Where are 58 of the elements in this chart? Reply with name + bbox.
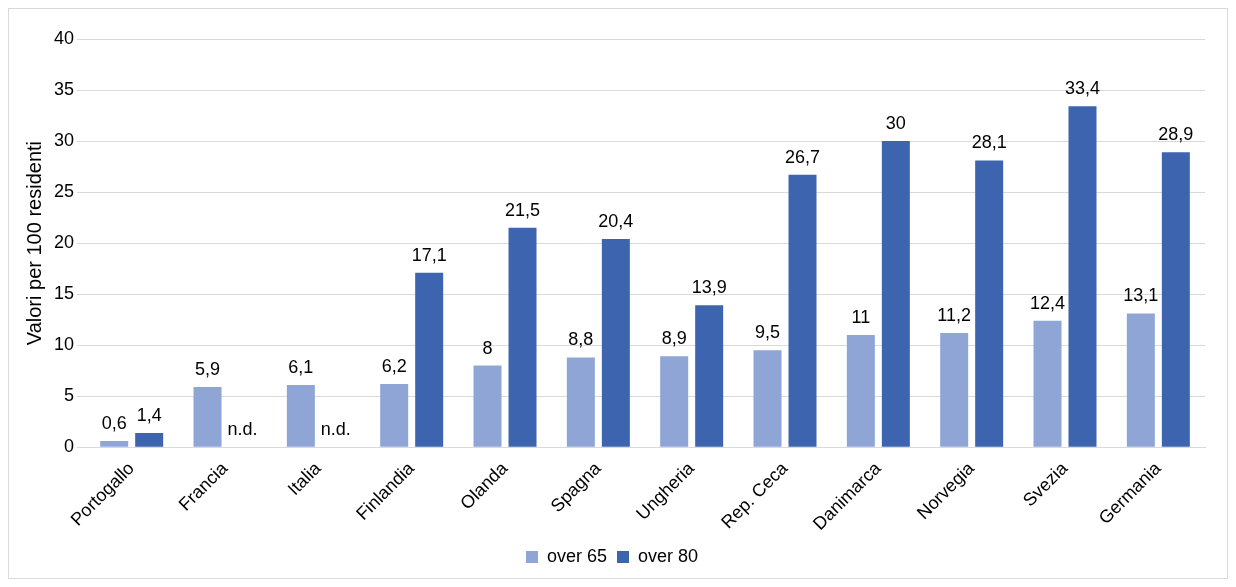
y-tick-label: 30 bbox=[53, 130, 75, 151]
bar bbox=[100, 441, 129, 447]
data-label: 11,2 bbox=[937, 304, 972, 325]
bar bbox=[846, 334, 875, 447]
data-label: 0,6 bbox=[101, 413, 127, 434]
bar bbox=[660, 356, 689, 447]
bar bbox=[601, 239, 630, 447]
text: n.d. bbox=[227, 419, 258, 440]
y-tick-label: 35 bbox=[53, 78, 75, 99]
data-label: 28,1 bbox=[971, 132, 1007, 153]
y-tick-label: 20 bbox=[53, 232, 75, 253]
data-label: 28,9 bbox=[1158, 124, 1194, 145]
bar bbox=[1126, 313, 1155, 447]
text: n.d. bbox=[320, 419, 351, 440]
y-tick-label: 10 bbox=[53, 334, 75, 355]
data-label: 17,1 bbox=[411, 244, 447, 265]
bar bbox=[881, 141, 910, 447]
y-tick-label: 15 bbox=[53, 283, 75, 304]
data-label: 8,9 bbox=[661, 328, 687, 349]
legend-label: over 80 bbox=[638, 545, 699, 566]
data-label: 11 bbox=[851, 306, 871, 327]
bar bbox=[380, 383, 409, 447]
bar bbox=[753, 350, 782, 447]
data-label: 20,4 bbox=[598, 210, 634, 231]
data-label: 13,1 bbox=[1123, 285, 1159, 306]
bar bbox=[566, 357, 595, 447]
bar bbox=[788, 174, 817, 447]
y-tick-label: 0 bbox=[64, 436, 75, 457]
bar bbox=[135, 432, 164, 447]
bar bbox=[1161, 152, 1190, 447]
y-tick-label: 25 bbox=[53, 181, 75, 202]
data-label: 5,9 bbox=[195, 358, 221, 379]
bar bbox=[508, 227, 537, 447]
bar bbox=[975, 160, 1004, 447]
bar bbox=[940, 332, 969, 447]
data-label: 6,1 bbox=[288, 356, 314, 377]
data-label: 21,5 bbox=[504, 199, 541, 220]
data-label: 9,5 bbox=[754, 322, 781, 343]
y-axis-title: Valori per 100 residenti bbox=[22, 140, 45, 346]
bar bbox=[695, 305, 724, 447]
bar bbox=[193, 386, 222, 447]
data-label: 33,4 bbox=[1064, 78, 1101, 99]
data-label: 30 bbox=[885, 113, 906, 134]
data-label: 1,4 bbox=[136, 404, 162, 425]
data-label: 12,4 bbox=[1029, 292, 1066, 313]
legend-label: over 65 bbox=[546, 545, 608, 566]
data-label: 13,9 bbox=[691, 277, 727, 298]
data-label: 8,8 bbox=[568, 329, 594, 350]
data-label: 26,7 bbox=[784, 146, 821, 167]
bar bbox=[1068, 106, 1097, 447]
bar bbox=[415, 272, 444, 447]
bar bbox=[473, 365, 502, 447]
bar bbox=[286, 384, 315, 447]
y-tick-label: 40 bbox=[53, 27, 75, 48]
data-label: 8 bbox=[482, 337, 493, 358]
bar bbox=[1033, 320, 1062, 447]
data-label: 6,2 bbox=[381, 355, 407, 376]
y-tick-label: 5 bbox=[64, 385, 75, 406]
